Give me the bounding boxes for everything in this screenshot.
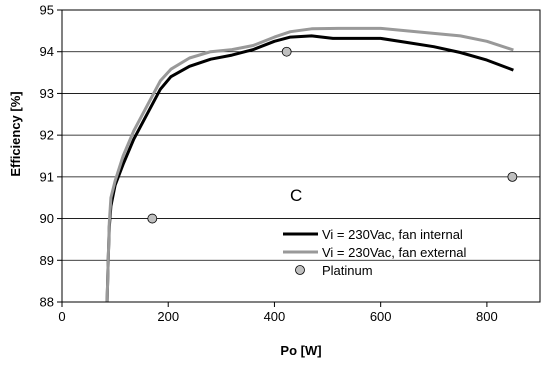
plot-area-border — [61, 9, 541, 303]
series-layer — [105, 26, 518, 303]
legend-label-platinum: Platinum — [322, 263, 373, 278]
x-tick-label: 800 — [476, 309, 498, 324]
y-tick-label: 94 — [40, 44, 54, 59]
chart-annotation: C — [290, 186, 302, 205]
labels-layer: Po [W] Efficiency [%] C — [8, 91, 322, 358]
y-tick-label: 91 — [40, 169, 54, 184]
series-line-0 — [105, 34, 514, 303]
x-tick-label: 600 — [370, 309, 392, 324]
platinum-marker-0 — [147, 213, 158, 224]
legend-label-fan-external: Vi = 230Vac, fan external — [322, 245, 467, 260]
series-line-1 — [105, 26, 514, 303]
y-tick-label: 90 — [40, 211, 54, 226]
y-tick-label: 88 — [40, 295, 54, 310]
x-tick-label: 0 — [58, 309, 65, 324]
axes-layer: 88 89 90 91 92 93 94 95 0 200 400 600 800 — [40, 3, 541, 324]
platinum-marker-1 — [281, 46, 292, 57]
x-tick-label: 400 — [264, 309, 286, 324]
grid-layer — [62, 9, 540, 303]
platinum-marker-2 — [507, 171, 518, 182]
legend-swatch-platinum — [295, 265, 305, 275]
y-tick-label: 92 — [40, 128, 54, 143]
legend-label-fan-internal: Vi = 230Vac, fan internal — [322, 227, 463, 242]
y-axis-title: Efficiency [%] — [8, 91, 23, 176]
y-tick-label: 95 — [40, 3, 54, 18]
legend: Vi = 230Vac, fan internal Vi = 230Vac, f… — [283, 227, 467, 278]
x-tick-label: 200 — [157, 309, 179, 324]
x-axis-title: Po [W] — [280, 343, 321, 358]
y-tick-label: 93 — [40, 86, 54, 101]
y-tick-label: 89 — [40, 253, 54, 268]
